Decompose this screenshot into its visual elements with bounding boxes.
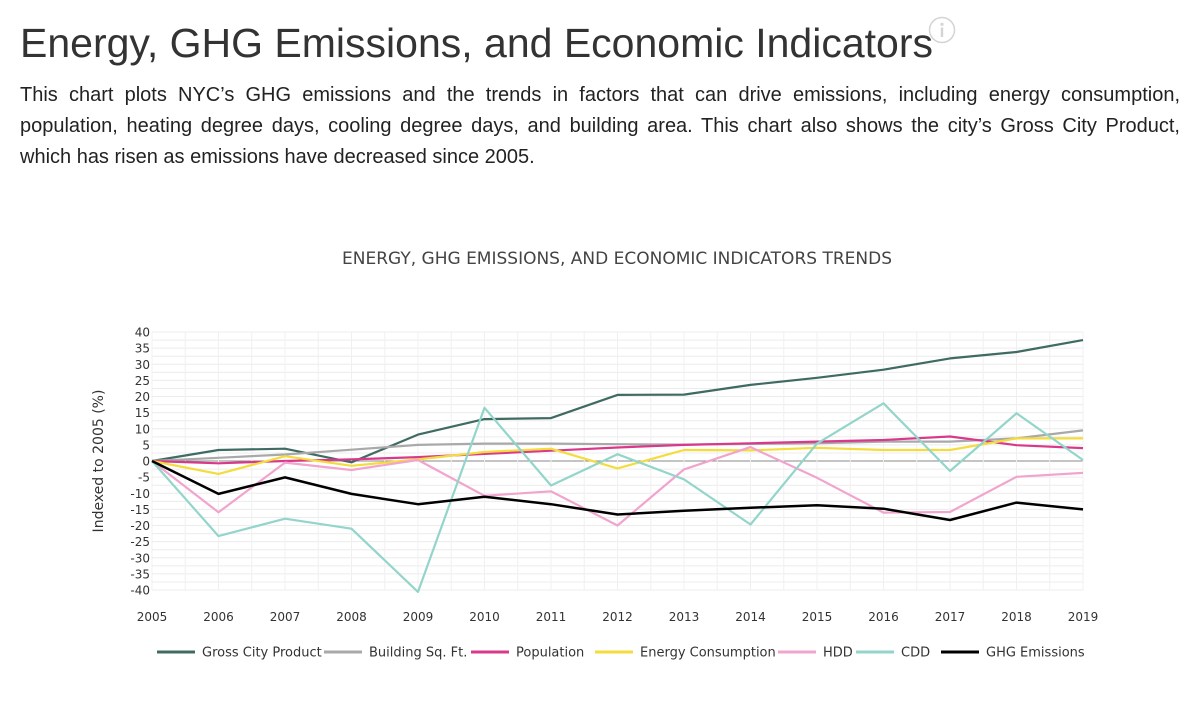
y-tick-label: -10 (130, 487, 150, 501)
y-tick-label: 25 (135, 374, 150, 388)
chart-series (151, 339, 1084, 594)
x-tick-label: 2005 (137, 610, 168, 624)
chart-legend: Gross City Product Building Sq. Ft. Popula… (157, 646, 1085, 661)
y-tick-label: 40 (135, 326, 150, 340)
x-tick-label: 2008 (336, 610, 367, 624)
y-tick-label: -35 (130, 567, 150, 581)
x-axis-ticks: 2005 2006 2007 2008 2009 2010 2011 2012 2013 2014… (137, 610, 1099, 624)
y-axis-label: Indexed to 2005 (%) (91, 390, 107, 533)
series-line-ghg-emissions (151, 459, 1084, 522)
series-line-hdd (151, 446, 1084, 527)
legend-label-gross-city-product: Gross City Product (202, 646, 322, 661)
x-tick-label: 2006 (203, 610, 234, 624)
x-tick-label: 2019 (1068, 610, 1099, 624)
legend-label-cdd: CDD (901, 646, 930, 661)
y-tick-label: 30 (135, 358, 150, 372)
y-axis-ticks: 40 35 30 25 20 15 10 5 0 -5 -10 -15 -20 -25 -30 -35 -40 (130, 326, 150, 598)
info-circle-icon[interactable] (928, 16, 956, 44)
x-tick-label: 2014 (735, 610, 766, 624)
y-tick-label: 5 (142, 438, 150, 452)
legend-label-building-sq-ft: Building Sq. Ft. (369, 646, 467, 661)
legend-label-hdd: HDD (823, 646, 853, 661)
y-tick-label: -30 (130, 551, 150, 565)
series-line-cdd (151, 402, 1084, 594)
x-tick-label: 2010 (469, 610, 500, 624)
x-tick-label: 2016 (868, 610, 899, 624)
y-tick-label: -5 (138, 471, 150, 485)
y-tick-label: 15 (135, 406, 150, 420)
x-tick-label: 2007 (270, 610, 301, 624)
page-description: This chart plots NYC’s GHG emissions and… (20, 84, 1180, 168)
x-tick-label: 2009 (403, 610, 434, 624)
x-tick-label: 2013 (669, 610, 700, 624)
x-tick-label: 2012 (602, 610, 633, 624)
legend-label-ghg-emissions: GHG Emissions (986, 646, 1085, 661)
page-title: Energy, GHG Emissions, and Economic Indi… (20, 20, 933, 66)
x-tick-label: 2011 (536, 610, 567, 624)
y-tick-label: -15 (130, 503, 150, 517)
y-tick-label: 10 (135, 422, 150, 436)
y-tick-label: -20 (130, 519, 150, 533)
legend-label-population: Population (516, 646, 584, 661)
chart-title: ENERGY, GHG EMISSIONS, AND ECONOMIC INDI… (342, 249, 892, 269)
x-tick-label: 2015 (802, 610, 833, 624)
chart-gridlines (151, 331, 1084, 591)
y-tick-label: 0 (142, 455, 150, 469)
x-tick-label: 2017 (935, 610, 966, 624)
legend-label-energy-consumption: Energy Consumption (640, 646, 776, 661)
series-line-building-sq-ft (151, 429, 1084, 463)
x-tick-label: 2018 (1001, 610, 1032, 624)
y-tick-label: 20 (135, 390, 150, 404)
y-tick-label: 35 (135, 342, 150, 356)
y-tick-label: -25 (130, 535, 150, 549)
y-tick-label: -40 (130, 584, 150, 598)
